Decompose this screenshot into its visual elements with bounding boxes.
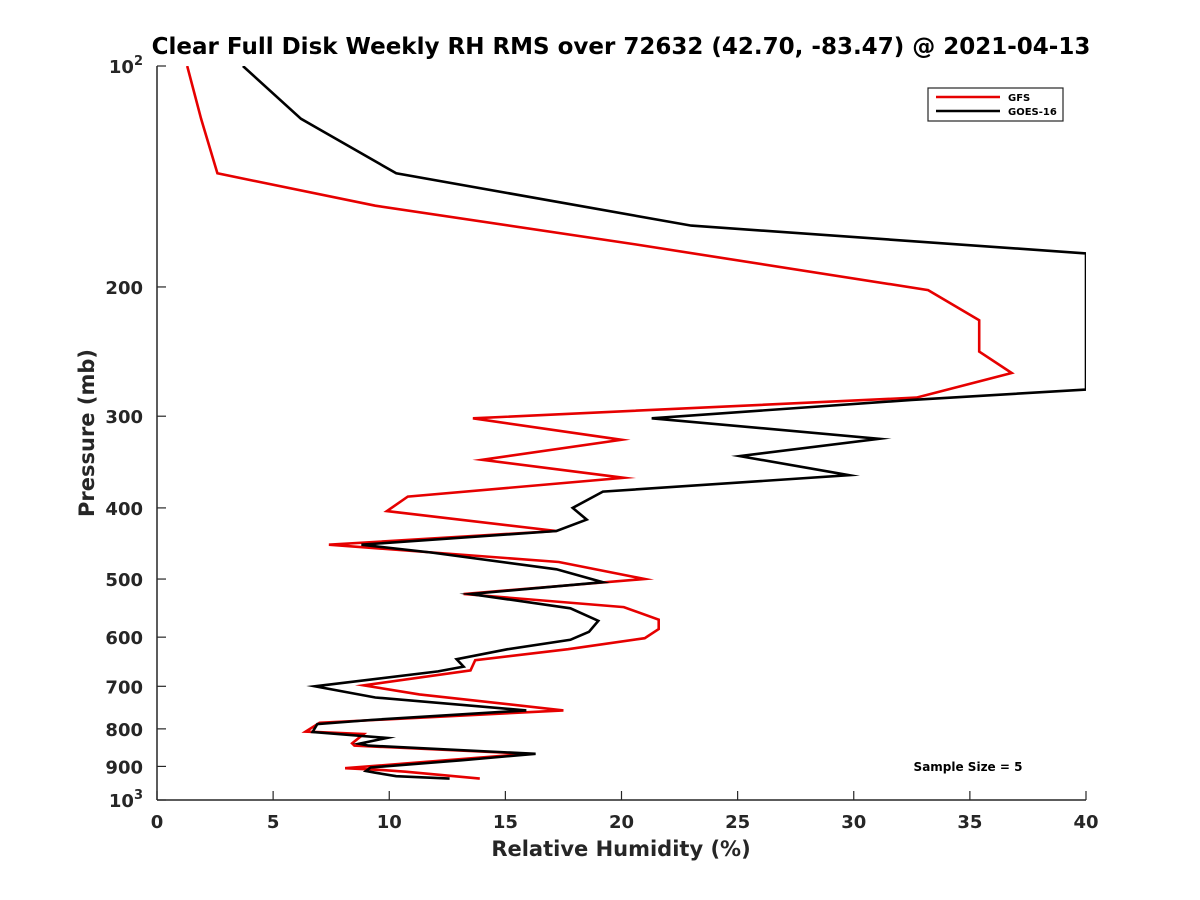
y-tick-label: 500 <box>105 570 143 591</box>
y-tick-label: 600 <box>105 628 143 649</box>
x-axis-label: Relative Humidity (%) <box>491 837 750 861</box>
x-tick-label: 15 <box>493 812 518 833</box>
x-tick-label: 25 <box>725 812 750 833</box>
chart-title: Clear Full Disk Weekly RH RMS over 72632… <box>152 34 1091 60</box>
x-tick-label: 10 <box>377 812 402 833</box>
series-line-gfs <box>185 66 1015 780</box>
sample-size-annotation: Sample Size = 5 <box>914 760 1023 774</box>
y-tick-label: 900 <box>105 757 143 778</box>
x-tick-label: 5 <box>267 812 280 833</box>
y-tick-label: 700 <box>105 677 143 698</box>
axes <box>156 66 1086 801</box>
y-tick-label: 103 <box>109 788 143 812</box>
y-tick-label: 200 <box>105 278 143 299</box>
legend-label: GFS <box>1008 93 1030 104</box>
legend: GFS GOES-16 <box>927 87 1064 122</box>
x-tick-label: 40 <box>1073 812 1098 833</box>
series-line-goes-16 <box>242 66 1086 780</box>
x-tick-label: 35 <box>957 812 982 833</box>
legend-box <box>927 87 1064 122</box>
y-tick-label: 400 <box>105 499 143 520</box>
y-tick-label: 102 <box>109 54 143 78</box>
x-tick-label: 0 <box>151 812 164 833</box>
legend-label: GOES-16 <box>1008 107 1057 118</box>
x-tick-label: 30 <box>841 812 866 833</box>
axis-ticks: 0 5 10 15 20 25 30 35 40 102 200 300 400 500 600 700 800… <box>105 54 1098 833</box>
plot-area <box>185 66 1086 780</box>
y-axis-label: Pressure (mb) <box>75 349 99 517</box>
y-tick-label: 800 <box>105 720 143 741</box>
x-tick-label: 20 <box>609 812 634 833</box>
y-tick-label: 300 <box>105 407 143 428</box>
